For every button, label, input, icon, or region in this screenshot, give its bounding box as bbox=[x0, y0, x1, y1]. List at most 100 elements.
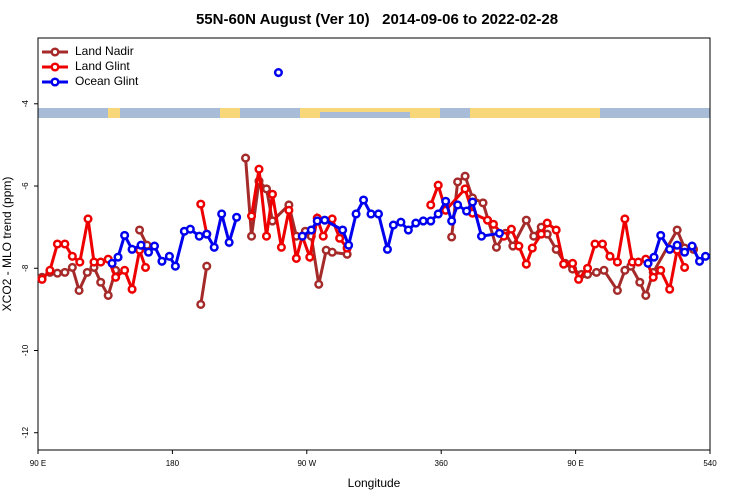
data-point bbox=[680, 262, 690, 272]
data-point bbox=[306, 225, 316, 235]
data-point bbox=[351, 209, 361, 219]
data-point bbox=[314, 279, 324, 289]
data-point bbox=[254, 164, 264, 174]
data-point bbox=[672, 240, 682, 250]
data-point bbox=[312, 216, 322, 226]
data-point bbox=[680, 247, 690, 257]
data-point bbox=[74, 285, 84, 296]
data-point bbox=[418, 216, 428, 226]
data-point bbox=[521, 259, 531, 269]
data-point bbox=[649, 252, 659, 262]
data-point bbox=[185, 224, 195, 234]
data-point bbox=[338, 225, 348, 235]
data-point bbox=[291, 253, 301, 263]
y-tick-label: -10 bbox=[21, 344, 30, 356]
data-point bbox=[582, 263, 593, 273]
x-tick-label: 90 W bbox=[297, 459, 316, 468]
data-point bbox=[196, 199, 206, 209]
data-point bbox=[643, 258, 653, 268]
data-point bbox=[605, 251, 615, 261]
data-point bbox=[120, 230, 130, 240]
x-axis-label: Longitude bbox=[348, 476, 401, 490]
legend-label: Land Nadir bbox=[75, 44, 134, 58]
data-point bbox=[96, 257, 106, 267]
data-point bbox=[232, 212, 242, 222]
data-point bbox=[157, 256, 167, 266]
data-point bbox=[648, 272, 658, 282]
data-point bbox=[113, 252, 123, 262]
data-point bbox=[433, 209, 443, 219]
data-point bbox=[426, 200, 436, 210]
data-point bbox=[620, 265, 630, 275]
y-tick-label: -6 bbox=[21, 182, 30, 190]
data-point bbox=[460, 184, 470, 194]
legend-marker bbox=[50, 62, 60, 72]
data-point bbox=[143, 247, 154, 257]
data-point bbox=[140, 262, 151, 272]
data-point bbox=[224, 237, 234, 247]
legend-label: Ocean Glint bbox=[75, 74, 139, 88]
data-point bbox=[276, 242, 286, 252]
data-point bbox=[514, 241, 524, 251]
data-point bbox=[433, 180, 443, 190]
data-point bbox=[527, 243, 537, 253]
data-point bbox=[75, 257, 85, 267]
data-point bbox=[96, 277, 106, 287]
data-point bbox=[373, 209, 384, 219]
data-point bbox=[209, 242, 219, 252]
data-point bbox=[261, 231, 272, 241]
data-point bbox=[447, 232, 457, 242]
data-point bbox=[52, 268, 62, 278]
data-point bbox=[136, 240, 146, 250]
data-point bbox=[170, 261, 180, 271]
data-point bbox=[590, 239, 600, 249]
data-point bbox=[358, 195, 369, 205]
data-point bbox=[482, 215, 493, 225]
data-point bbox=[694, 256, 705, 266]
legend-marker bbox=[50, 47, 60, 57]
data-point bbox=[426, 216, 436, 226]
data-point bbox=[246, 211, 257, 221]
x-tick-label: 90 E bbox=[567, 459, 583, 468]
data-point bbox=[37, 274, 47, 284]
data-point bbox=[335, 233, 345, 243]
data-point bbox=[382, 244, 392, 254]
data-point bbox=[194, 231, 204, 241]
data-point bbox=[687, 241, 697, 251]
data-point bbox=[196, 299, 206, 309]
data-point bbox=[453, 177, 463, 187]
series-line bbox=[40, 218, 147, 295]
data-point bbox=[83, 214, 93, 224]
x-tick-label: 360 bbox=[435, 459, 449, 468]
x-tick-label: 90 E bbox=[30, 459, 46, 468]
y-tick-label: -4 bbox=[21, 100, 30, 108]
series-line bbox=[199, 203, 209, 235]
data-point bbox=[529, 231, 539, 241]
y-tick-label: -8 bbox=[21, 264, 30, 272]
data-point bbox=[217, 209, 227, 219]
data-point bbox=[491, 242, 502, 252]
data-point bbox=[620, 214, 630, 224]
data-point bbox=[672, 225, 682, 235]
data-point bbox=[396, 217, 406, 227]
series-line bbox=[250, 168, 349, 263]
data-point bbox=[488, 219, 499, 229]
data-point bbox=[164, 251, 174, 261]
data-point bbox=[261, 184, 272, 194]
data-point bbox=[120, 265, 130, 275]
data-point bbox=[202, 261, 212, 271]
data-point bbox=[327, 247, 337, 257]
series-line bbox=[199, 265, 209, 305]
data-point bbox=[388, 220, 398, 230]
data-point bbox=[127, 244, 137, 254]
map-strip bbox=[38, 108, 710, 118]
data-point bbox=[633, 257, 643, 267]
data-point bbox=[67, 251, 77, 261]
data-point bbox=[559, 259, 569, 269]
data-point bbox=[656, 230, 666, 240]
data-point bbox=[700, 251, 711, 261]
data-point bbox=[462, 206, 472, 216]
data-point bbox=[494, 228, 504, 238]
data-point bbox=[127, 284, 137, 294]
data-point bbox=[103, 290, 113, 300]
